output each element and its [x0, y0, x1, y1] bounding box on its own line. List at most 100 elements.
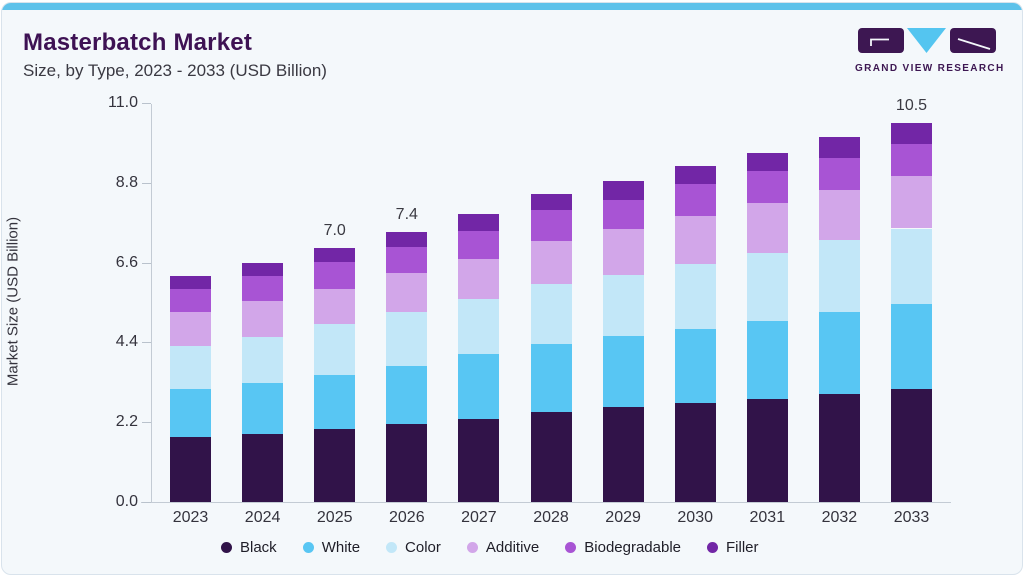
legend-label-color: Color	[405, 539, 441, 556]
gvr-logo: GRAND VIEW RESEARCH	[855, 28, 1005, 74]
bar-total-label-2033: 10.5	[895, 96, 928, 114]
bar-segment-color-2029	[602, 274, 644, 337]
bar-segment-additive-2030	[674, 215, 716, 265]
bar-segment-color-2030	[674, 264, 716, 329]
bar-segment-biodegradable-2031	[746, 171, 788, 204]
bar-segment-black-2024	[242, 434, 284, 502]
x-axis-label-2029: 2029	[605, 509, 641, 526]
chart-header: Masterbatch Market Size, by Type, 2023 -…	[23, 29, 327, 81]
y-axis-line	[151, 103, 152, 502]
legend-item-color: Color	[386, 539, 441, 556]
stacked-bar-chart: Market Size (USD Billion) 0.0 2.2 4.4 6.6 8.…	[2, 3, 1022, 574]
legend-item-filler: Filler	[707, 539, 759, 556]
bar-segment-white-2033	[891, 303, 932, 389]
bar-segment-biodegradable-2028	[530, 209, 572, 242]
legend-dot-white	[302, 542, 314, 553]
bar-segment-black-2029	[602, 407, 644, 502]
bar-segment-black-2030	[674, 403, 716, 502]
top-accent-bar	[2, 3, 1022, 10]
legend-label-white: White	[321, 539, 361, 556]
bar-segment-additive-2029	[602, 228, 644, 275]
page-title: Masterbatch Market	[23, 29, 253, 56]
legend-item-white: White	[302, 539, 361, 556]
bar-segment-filler-2026	[386, 232, 428, 247]
bar-segment-black-2032	[818, 393, 860, 502]
y-tick-label: 4.4	[115, 333, 138, 351]
legend-item-black: Black	[221, 539, 277, 556]
bar-segment-white-2024	[242, 383, 284, 435]
legend-dot-filler	[707, 542, 719, 553]
legend-label-biodegradable: Biodegradable	[584, 539, 682, 556]
bar-segment-color-2024	[242, 336, 284, 384]
bar-segment-white-2028	[530, 344, 572, 412]
legend-label-filler: Filler	[726, 539, 759, 556]
bar-segment-color-2032	[818, 240, 860, 313]
bar-segment-filler-2031	[746, 152, 788, 172]
bar-segment-biodegradable-2026	[386, 247, 428, 273]
legend-item-additive: Additive	[466, 539, 540, 556]
y-tick-label: 11.0	[108, 94, 138, 111]
y-tick	[142, 182, 151, 184]
bar-segment-additive-2025	[314, 289, 356, 324]
bar-total-label-2026: 7.4	[395, 206, 418, 224]
bar-segment-black-2033	[891, 388, 932, 502]
bar-segment-color-2028	[530, 284, 572, 345]
x-axis-label-2026: 2026	[389, 509, 425, 526]
legend-dot-black	[221, 542, 232, 553]
chart-legend: Black White Color Additive Biodegradable Fill…	[221, 539, 759, 556]
y-tick	[142, 103, 151, 104]
bar-segment-filler-2025	[314, 247, 356, 263]
bar-segment-filler-2033	[891, 122, 932, 144]
bar-segment-color-2033	[891, 228, 932, 304]
legend-item-biodegradable: Biodegradable	[565, 539, 681, 556]
bar-segment-filler-2023	[170, 275, 211, 290]
legend-dot-additive	[466, 542, 478, 553]
bar-segment-biodegradable-2030	[674, 183, 716, 216]
bar-segment-black-2025	[314, 429, 356, 502]
gvr-logo-mark	[858, 28, 996, 53]
bar-segment-additive-2024	[242, 301, 284, 337]
x-axis-label-2025: 2025	[316, 509, 353, 526]
bar-total-label-2025: 7.0	[323, 221, 346, 239]
x-axis-label-2033: 2033	[893, 509, 930, 526]
bar-segment-additive-2031	[746, 203, 788, 254]
x-axis-label-2023: 2023	[172, 509, 209, 526]
bar-segment-black-2027	[458, 419, 500, 502]
bar-segment-color-2026	[386, 312, 428, 366]
x-axis-label-2028: 2028	[533, 509, 569, 526]
y-tick	[142, 342, 151, 344]
legend-label-additive: Additive	[485, 539, 540, 556]
x-axis-label-2031: 2031	[749, 509, 786, 526]
bar-segment-white-2023	[170, 388, 211, 438]
gvr-logo-text: GRAND VIEW RESEARCH	[855, 63, 1005, 74]
bar-segment-biodegradable-2025	[314, 262, 356, 290]
x-axis-line	[141, 502, 951, 503]
bar-segment-black-2028	[530, 411, 572, 502]
bar-segment-color-2023	[170, 346, 211, 389]
legend-dot-color	[386, 542, 398, 553]
y-axis-title: Market Size (USD Billion)	[4, 216, 22, 387]
chart-subtitle: Size, by Type, 2023 - 2033 (USD Billion)	[23, 61, 327, 80]
legend-label-black: Black	[240, 539, 277, 556]
bar-segment-additive-2033	[891, 175, 932, 229]
bar-segment-white-2030	[674, 328, 716, 404]
bar-segment-color-2031	[746, 253, 788, 321]
bar-segment-filler-2032	[818, 137, 860, 159]
bar-segment-black-2023	[170, 437, 211, 502]
bar-segment-color-2027	[458, 298, 500, 354]
y-tick-label: 0.0	[115, 493, 138, 510]
bar-segment-biodegradable-2033	[891, 143, 932, 176]
y-tick	[142, 262, 151, 264]
bar-segment-filler-2030	[674, 165, 716, 184]
bar-segment-color-2025	[314, 323, 356, 375]
bar-segment-filler-2024	[242, 262, 284, 277]
bar-segment-biodegradable-2032	[818, 158, 860, 190]
bar-segment-white-2025	[314, 374, 356, 430]
bar-segment-black-2026	[386, 424, 428, 502]
y-tick	[142, 502, 151, 503]
bar-segment-additive-2028	[530, 241, 572, 284]
bar-segment-white-2032	[818, 312, 860, 394]
x-axis-label-2024: 2024	[244, 509, 281, 526]
bar-segment-white-2027	[458, 354, 500, 420]
